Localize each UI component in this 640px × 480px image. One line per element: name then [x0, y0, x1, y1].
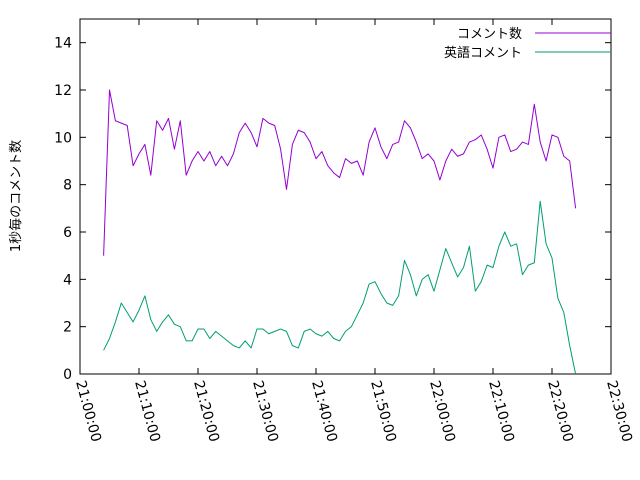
x-tick-label: 21:50:00 — [367, 379, 399, 444]
x-tick-label: 21:30:00 — [249, 379, 281, 444]
y-axis-ticks: 0 2 4 6 8 10 12 14 — [54, 36, 611, 383]
legend-label-1: コメント数 — [457, 27, 522, 42]
y-tick-label: 4 — [63, 272, 72, 288]
y-tick-label: 0 — [63, 367, 72, 383]
x-tick-label: 22:20:00 — [544, 379, 576, 444]
y-tick-label: 8 — [63, 178, 72, 194]
x-tick-label: 21:40:00 — [308, 379, 340, 444]
series-line-1 — [103, 89, 577, 256]
y-tick-label: 10 — [54, 130, 72, 146]
x-tick-label: 21:20:00 — [190, 379, 222, 444]
x-axis-ticks: 21:00:00 21:10:00 21:20:00 21:30:00 21:40:00… — [72, 19, 635, 444]
series-layer — [103, 89, 577, 375]
series-line-2 — [103, 200, 577, 375]
x-tick-label: 22:30:00 — [603, 379, 635, 444]
y-axis-label: 1秒毎のコメント数 — [8, 140, 24, 252]
y-tick-label: 2 — [63, 320, 72, 336]
legend-label-2: 英語コメント — [444, 45, 522, 61]
x-tick-label: 22:00:00 — [426, 379, 458, 444]
x-tick-label: 22:10:00 — [485, 379, 517, 444]
x-tick-label: 21:10:00 — [131, 379, 163, 444]
y-tick-label: 6 — [63, 225, 72, 241]
x-tick-label: 21:00:00 — [72, 379, 104, 444]
plot-frame — [79, 18, 612, 375]
y-tick-label: 12 — [54, 83, 72, 99]
y-tick-label: 14 — [54, 36, 72, 52]
